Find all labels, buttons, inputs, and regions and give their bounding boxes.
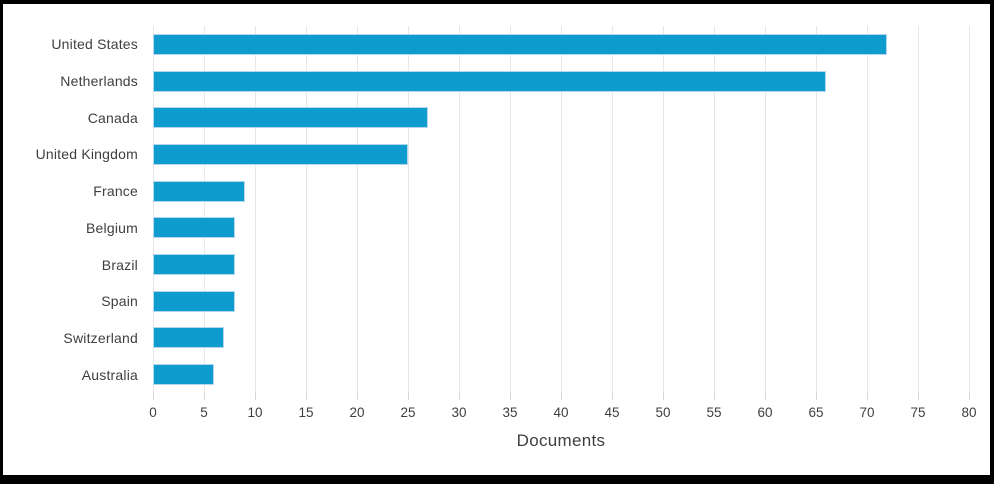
tick-mark-80 bbox=[969, 393, 970, 400]
bar-france[interactable] bbox=[153, 180, 245, 202]
category-label-netherlands: Netherlands bbox=[60, 73, 138, 90]
gridline-40 bbox=[561, 26, 562, 393]
tick-mark-55 bbox=[714, 393, 715, 400]
tick-mark-30 bbox=[459, 393, 460, 400]
bar-netherlands[interactable] bbox=[153, 70, 827, 92]
x-tick-label-50: 50 bbox=[655, 405, 671, 420]
tick-mark-60 bbox=[765, 393, 766, 400]
x-tick-label-80: 80 bbox=[961, 405, 977, 420]
tick-mark-5 bbox=[204, 393, 205, 400]
bar-united-kingdom[interactable] bbox=[153, 143, 408, 165]
gridline-0 bbox=[153, 26, 154, 393]
tick-mark-35 bbox=[510, 393, 511, 400]
x-tick-label-55: 55 bbox=[706, 405, 722, 420]
x-axis-title: Documents bbox=[516, 431, 606, 450]
gridline-5 bbox=[204, 26, 205, 393]
documents-by-country-chart: United States Netherlands Canada United Kin… bbox=[3, 4, 990, 475]
x-tick-label-25: 25 bbox=[400, 405, 416, 420]
bar-brazil[interactable] bbox=[153, 254, 235, 276]
gridline-65 bbox=[816, 26, 817, 393]
x-tick-label-5: 5 bbox=[200, 405, 208, 420]
bar-belgium[interactable] bbox=[153, 217, 235, 239]
gridline-75 bbox=[918, 26, 919, 393]
x-tick-label-75: 75 bbox=[910, 405, 926, 420]
x-tick-label-45: 45 bbox=[604, 405, 620, 420]
tick-mark-45 bbox=[612, 393, 613, 400]
bar-australia[interactable] bbox=[153, 364, 215, 386]
x-tick-label-60: 60 bbox=[757, 405, 773, 420]
x-axis-tick-labels: 0 5 10 15 20 25 30 35 40 45 50 55 60 65 70 75 80 bbox=[149, 26, 976, 420]
bar-switzerland[interactable] bbox=[153, 327, 225, 349]
tick-mark-25 bbox=[408, 393, 409, 400]
gridline-55 bbox=[714, 26, 715, 393]
x-tick-label-0: 0 bbox=[149, 405, 157, 420]
bar-canada[interactable] bbox=[153, 107, 429, 129]
tick-mark-20 bbox=[357, 393, 358, 400]
tick-mark-50 bbox=[663, 393, 664, 400]
gridline-60 bbox=[765, 26, 766, 393]
category-label-united-states: United States bbox=[51, 36, 138, 53]
gridline-70 bbox=[867, 26, 868, 393]
tick-mark-10 bbox=[255, 393, 256, 400]
x-tick-label-30: 30 bbox=[451, 405, 467, 420]
gridline-15 bbox=[306, 26, 307, 393]
bar-spain[interactable] bbox=[153, 290, 235, 312]
bar-united-states[interactable] bbox=[153, 33, 888, 55]
tick-mark-65 bbox=[816, 393, 817, 400]
category-label-france: France bbox=[93, 183, 138, 200]
tick-mark-40 bbox=[561, 393, 562, 400]
gridline-45 bbox=[612, 26, 613, 393]
x-tick-label-35: 35 bbox=[502, 405, 518, 420]
gridline-20 bbox=[357, 26, 358, 393]
gridline-35 bbox=[510, 26, 511, 393]
tick-mark-15 bbox=[306, 393, 307, 400]
tick-mark-0 bbox=[153, 393, 154, 400]
category-axis-labels: United States Netherlands Canada United Kin… bbox=[3, 26, 138, 393]
gridline-50 bbox=[663, 26, 664, 393]
x-tick-label-40: 40 bbox=[553, 405, 569, 420]
gridline-10 bbox=[255, 26, 256, 393]
category-label-canada: Canada bbox=[87, 109, 138, 126]
tick-mark-75 bbox=[918, 393, 919, 400]
gridline-80 bbox=[969, 26, 970, 393]
x-tick-label-65: 65 bbox=[808, 405, 824, 420]
tick-mark-70 bbox=[867, 393, 868, 400]
x-tick-label-15: 15 bbox=[298, 405, 314, 420]
category-label-brazil: Brazil bbox=[101, 256, 138, 273]
gridline-30 bbox=[459, 26, 460, 393]
category-label-switzerland: Switzerland bbox=[63, 329, 138, 346]
category-label-spain: Spain bbox=[101, 293, 138, 310]
category-label-united-kingdom: United Kingdom bbox=[35, 146, 138, 163]
x-tick-label-20: 20 bbox=[349, 405, 365, 420]
x-tick-label-10: 10 bbox=[247, 405, 263, 420]
category-label-belgium: Belgium bbox=[86, 219, 138, 236]
x-tick-label-70: 70 bbox=[859, 405, 875, 420]
plot-area bbox=[153, 26, 970, 400]
category-label-australia: Australia bbox=[81, 366, 138, 383]
gridline-25 bbox=[408, 26, 409, 393]
